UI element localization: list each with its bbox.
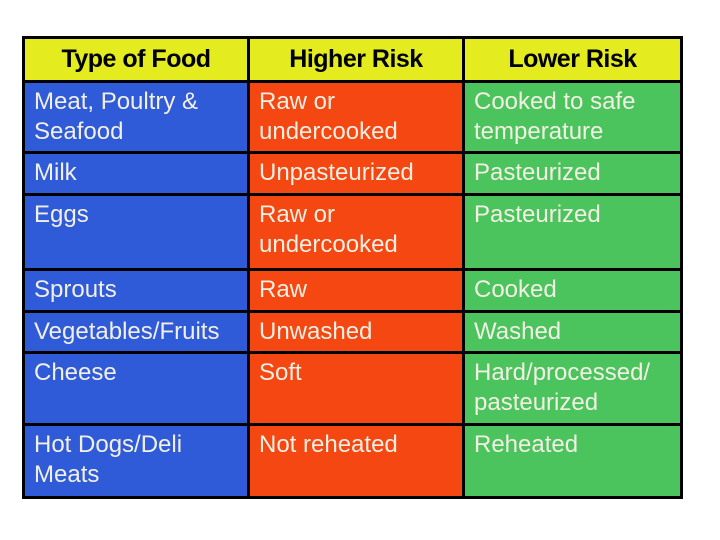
cell-hotdogs-higher: Not reheated [247,423,465,499]
cell-veg-higher: Unwashed [247,310,465,354]
row-vegetables-fruits: Vegetables/​Fruits Unwashed Washed [22,310,683,354]
row-cheese: Cheese Soft Hard/​processed/​pasteurized [22,351,683,426]
cell-hotdogs-type: Hot Dogs/​Deli Meats [22,423,250,499]
cell-milk-lower: Pasteurized [462,151,683,196]
header-row: Type of Food Higher Risk Lower Risk [22,36,683,83]
cell-milk-higher: Unpasteurized [247,151,465,196]
cell-hotdogs-lower: Reheated [462,423,683,499]
row-milk: Milk Unpasteurized Pasteurized [22,151,683,196]
cell-sprouts-type: Sprouts [22,268,250,313]
cell-eggs-higher: Raw or undercooked [247,193,465,271]
row-eggs: Eggs Raw or undercooked Pasteurized [22,193,683,271]
cell-eggs-type: Eggs [22,193,250,271]
row-meat-poultry-seafood: Meat, Poultry & Seafood Raw or undercook… [22,80,683,154]
row-sprouts: Sprouts Raw Cooked [22,268,683,313]
cell-veg-type: Vegetables/​Fruits [22,310,250,354]
cell-eggs-lower: Pasteurized [462,193,683,271]
cell-meat-type: Meat, Poultry & Seafood [22,80,250,154]
cell-cheese-higher: Soft [247,351,465,426]
cell-sprouts-lower: Cooked [462,268,683,313]
header-higher-risk: Higher Risk [247,36,465,83]
cell-veg-lower: Washed [462,310,683,354]
cell-cheese-lower: Hard/​processed/​pasteurized [462,351,683,426]
food-risk-table: Type of Food Higher Risk Lower Risk Meat… [22,36,683,499]
cell-meat-higher: Raw or undercooked [247,80,465,154]
cell-cheese-type: Cheese [22,351,250,426]
header-lower-risk: Lower Risk [462,36,683,83]
cell-milk-type: Milk [22,151,250,196]
cell-meat-lower: Cooked to safe temperature [462,80,683,154]
cell-sprouts-higher: Raw [247,268,465,313]
header-type-of-food: Type of Food [22,36,250,83]
row-hot-dogs-deli-meats: Hot Dogs/​Deli Meats Not reheated Reheat… [22,423,683,499]
